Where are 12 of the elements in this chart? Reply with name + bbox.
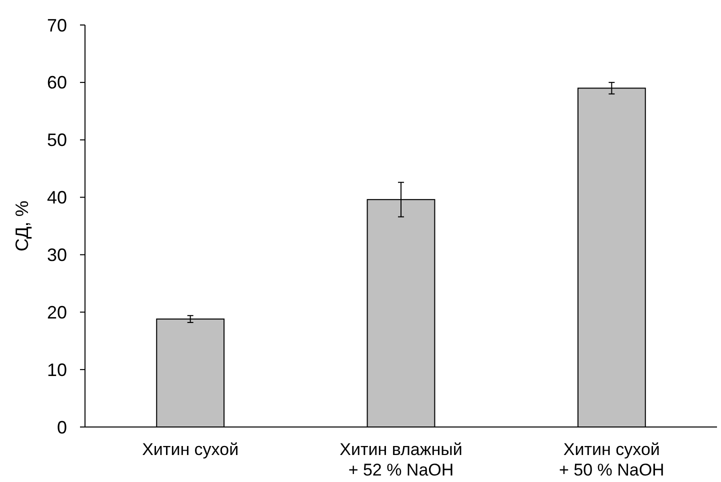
y-tick-label: 20 [46, 302, 67, 322]
y-axis-title: СД, % [12, 200, 32, 252]
x-tick-label: Хитин сухой + 50 % NaOH [558, 440, 664, 480]
y-tick-label: 70 [46, 15, 67, 36]
x-tick-label: Хитин сухой [142, 440, 239, 459]
y-tick-label: 30 [46, 245, 67, 266]
x-tick-label: Хитин влажный + 52 % NaOH [340, 440, 462, 480]
y-tick-label: 60 [46, 72, 67, 93]
y-tick-label: 40 [46, 188, 67, 208]
y-tick-label: 10 [46, 360, 67, 380]
y-tick-label: 50 [46, 130, 67, 150]
y-tick-label: 0 [56, 417, 67, 438]
